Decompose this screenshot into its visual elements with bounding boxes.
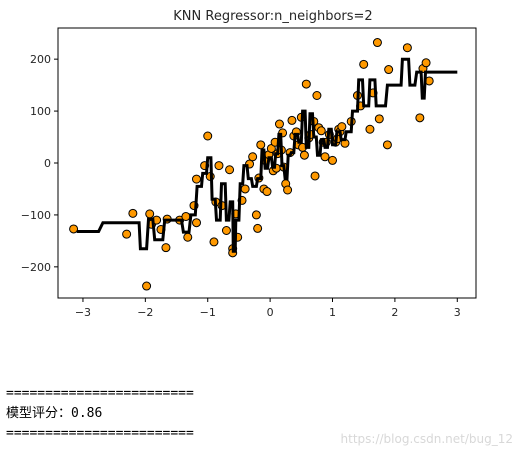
data-point bbox=[382, 140, 392, 150]
data-point bbox=[128, 208, 138, 218]
knn-regressor-chart: KNN Regressor:n_neighbors=2 −200 −100 0 100… bbox=[21, 9, 477, 319]
data-point bbox=[192, 174, 202, 184]
data-point bbox=[262, 187, 272, 197]
model-score-line: 模型评分：0.86 bbox=[6, 406, 103, 421]
data-point bbox=[251, 210, 261, 220]
data-point bbox=[328, 155, 338, 165]
data-point bbox=[209, 237, 219, 247]
data-point bbox=[421, 58, 431, 68]
data-point bbox=[299, 150, 309, 160]
x-tick-label: 0 bbox=[267, 306, 274, 319]
data-point bbox=[142, 281, 152, 291]
data-point bbox=[316, 126, 326, 136]
data-point bbox=[415, 113, 425, 123]
x-tick-label: 3 bbox=[454, 306, 461, 319]
y-tick-label: −200 bbox=[21, 261, 51, 274]
x-tick-label: −1 bbox=[200, 306, 216, 319]
x-tick-label: −3 bbox=[75, 306, 91, 319]
data-point bbox=[320, 152, 330, 162]
data-point bbox=[192, 218, 202, 228]
data-point bbox=[274, 119, 284, 129]
data-point bbox=[372, 38, 382, 48]
data-point bbox=[122, 229, 132, 239]
data-point bbox=[203, 131, 213, 141]
data-point bbox=[240, 184, 250, 194]
data-point bbox=[312, 91, 322, 100]
console-output: ======================== 模型评分：0.86 =======… bbox=[6, 384, 194, 444]
data-point bbox=[69, 224, 79, 234]
data-point bbox=[283, 185, 293, 195]
data-point bbox=[310, 171, 320, 181]
console-separator-bottom: ======================== bbox=[6, 426, 194, 441]
data-point bbox=[384, 65, 394, 75]
data-point bbox=[248, 152, 258, 162]
y-tick-label: 100 bbox=[30, 105, 51, 118]
scatter-points bbox=[69, 38, 434, 291]
data-point bbox=[374, 114, 384, 124]
x-axis-ticks: −3 −2 −1 0 1 2 3 bbox=[75, 298, 461, 319]
x-tick-label: −2 bbox=[137, 306, 153, 319]
data-point bbox=[337, 122, 347, 132]
x-tick-label: 2 bbox=[391, 306, 398, 319]
data-point bbox=[181, 211, 191, 221]
data-point bbox=[225, 165, 235, 175]
y-tick-label: 0 bbox=[44, 157, 51, 170]
data-point bbox=[402, 43, 412, 53]
knn-prediction-line bbox=[76, 57, 458, 253]
data-point bbox=[301, 79, 311, 89]
y-axis-ticks: −200 −100 0 100 200 bbox=[21, 53, 58, 274]
data-point bbox=[221, 226, 231, 235]
data-point bbox=[161, 243, 171, 253]
watermark-url: https://blog.csdn.net/bug_12 bbox=[340, 432, 513, 446]
data-point bbox=[145, 209, 155, 219]
data-point bbox=[183, 232, 193, 242]
console-separator-top: ======================== bbox=[6, 386, 194, 401]
y-tick-label: −100 bbox=[21, 209, 51, 222]
data-point bbox=[256, 140, 266, 150]
data-point bbox=[287, 115, 297, 125]
y-tick-label: 200 bbox=[30, 53, 51, 66]
x-tick-label: 1 bbox=[329, 306, 336, 319]
series-layer bbox=[69, 38, 458, 291]
data-point bbox=[365, 124, 375, 134]
data-point bbox=[253, 223, 263, 233]
data-point bbox=[214, 161, 224, 171]
data-point bbox=[359, 59, 369, 69]
chart-title: KNN Regressor:n_neighbors=2 bbox=[173, 9, 372, 24]
